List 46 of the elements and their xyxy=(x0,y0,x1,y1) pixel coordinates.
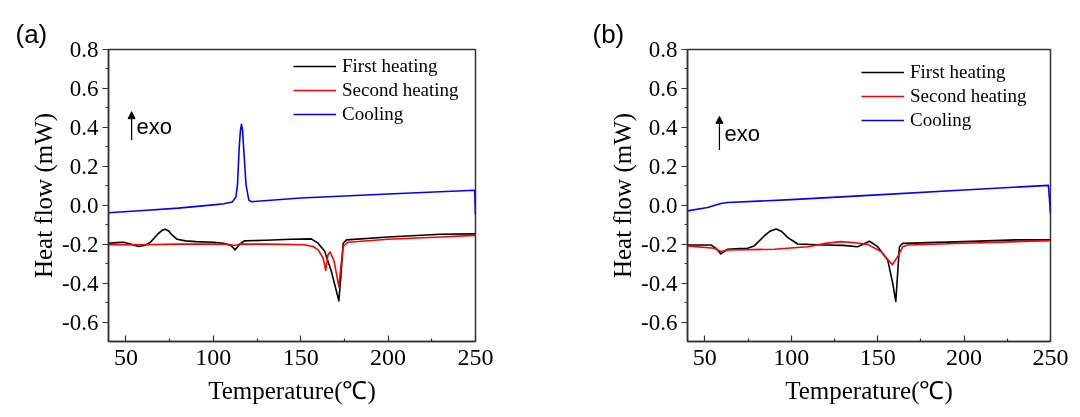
chart-title: (b) xyxy=(592,18,625,49)
annotation: exo xyxy=(136,113,173,139)
chart-title: (a) xyxy=(15,18,48,49)
y-tick-label: -0.6 xyxy=(641,309,678,335)
x-tick-label: 200 xyxy=(370,343,407,370)
y-tick-label: 0.8 xyxy=(69,37,99,62)
y-tick-label: -0.6 xyxy=(62,309,99,335)
y-tick-label: -0.2 xyxy=(62,231,99,257)
y-tick-label: 0.2 xyxy=(648,153,678,179)
legend-label: Second heating xyxy=(342,79,460,101)
y-tick-label: -0.4 xyxy=(641,270,678,296)
line-series xyxy=(687,239,1051,266)
legend-label: Cooling xyxy=(910,109,973,131)
x-axis-title: Temperature(℃) xyxy=(785,376,953,405)
x-tick-label: 100 xyxy=(773,343,810,370)
y-tick-label: 0.6 xyxy=(648,75,678,101)
x-tick-label: 100 xyxy=(195,343,232,370)
y-tick-label: 0.4 xyxy=(648,114,678,140)
legend-label: First heating xyxy=(910,61,1007,83)
annotation: exo xyxy=(724,120,760,146)
line-series xyxy=(108,123,476,216)
line-series xyxy=(108,228,476,302)
y-tick-label: 0.0 xyxy=(648,192,678,218)
x-tick-label: 250 xyxy=(1032,343,1069,370)
x-tick-label: 50 xyxy=(692,343,717,370)
line-series xyxy=(108,234,476,288)
x-tick-label: 200 xyxy=(946,343,983,370)
y-tick-label: 0.4 xyxy=(69,114,99,140)
y-tick-label: -0.2 xyxy=(641,231,678,257)
line-series xyxy=(687,184,1051,215)
y-tick-label: -0.4 xyxy=(62,270,99,296)
y-axis-title: Heat flow (mW) xyxy=(609,112,638,279)
y-tick-label: 0.0 xyxy=(69,192,99,218)
x-tick-label: 50 xyxy=(113,343,138,370)
y-tick-label: 0.2 xyxy=(69,153,99,179)
legend-label: First heating xyxy=(342,55,439,77)
y-tick-label: 0.6 xyxy=(69,75,99,101)
x-tick-label: 150 xyxy=(282,343,319,370)
x-axis-title: Temperature(℃) xyxy=(208,376,376,405)
y-axis-title: Heat flow (mW) xyxy=(30,112,59,279)
y-tick-label: 0.8 xyxy=(648,37,678,62)
legend-label: Cooling xyxy=(342,103,405,125)
x-tick-label: 150 xyxy=(859,343,896,370)
legend-label: Second heating xyxy=(910,85,1028,107)
line-series xyxy=(687,228,1051,303)
x-tick-label: 250 xyxy=(457,343,494,370)
